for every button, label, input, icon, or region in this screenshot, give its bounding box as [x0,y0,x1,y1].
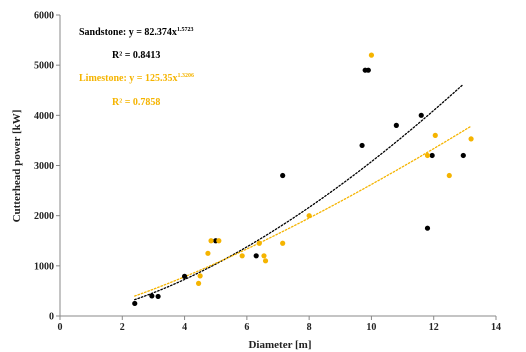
sandstone-point [365,67,371,73]
x-axis-title: Diameter [m] [248,339,311,351]
sandstone-point [418,112,424,118]
sandstone-trendline [134,83,464,301]
sandstone-point [359,142,365,149]
y-tick-label: 6000 [34,11,54,22]
sandstone-point [181,273,188,279]
limestone-point [261,253,267,259]
y-tick-label: 3000 [34,161,54,172]
limestone-trendline [134,125,472,297]
limestone-point [432,132,438,138]
x-tick-label: 4 [182,322,187,333]
sandstone-point [132,300,138,307]
y-tick-label: 2000 [34,211,54,222]
axis-labels: 0 2 4 6 8 10 12 14 0 1000 2000 3000 4000 5000 6000 [34,11,501,334]
axes [56,14,497,320]
x-tick-label: 8 [307,322,312,333]
limestone-point [446,172,452,179]
limestone-point [205,250,211,256]
y-tick-label: 5000 [34,61,54,72]
sandstone-point [280,172,286,179]
limestone-point [306,213,312,219]
limestone-equation: Limestone: y = 125.35x1.3206 [79,73,194,84]
limestone-r2: R² = 0.7858 [112,97,160,108]
limestone-point [280,240,286,246]
x-tick-label: 10 [366,322,376,333]
limestone-point [197,273,203,279]
y-tick-label: 0 [49,312,54,323]
limestone-equation-exponent: 1.3206 [177,73,194,79]
x-tick-label: 6 [244,322,249,333]
sandstone-point [393,122,399,128]
sandstone-point [155,293,161,300]
limestone-point [239,253,245,259]
limestone-point [208,238,214,244]
limestone-point [256,240,262,246]
y-axis-title: Cutterhead power [kW] [11,110,23,223]
sandstone-point [424,225,431,231]
limestone-point [216,238,222,244]
limestone-point [424,152,431,159]
sandstone-point [460,152,466,159]
x-tick-label: 2 [120,322,125,333]
limestone-point [195,280,202,286]
sandstone-equation-main: Sandstone: y = 82.374x [79,27,177,38]
x-tick-label: 12 [429,322,439,333]
trendlines [134,83,472,301]
limestone-point [468,136,474,142]
data-points [132,52,474,307]
y-tick-label: 1000 [34,261,54,272]
sandstone-equation-exponent: 1.5723 [177,27,194,33]
sandstone-equation: Sandstone: y = 82.374x1.5723 [79,27,193,38]
sandstone-point [149,293,155,299]
sandstone-r2: R² = 0.8413 [112,50,160,61]
y-tick-label: 4000 [34,111,54,122]
limestone-equation-main: Limestone: y = 125.35x [79,73,177,84]
x-tick-label: 14 [491,322,501,333]
sandstone-point [429,152,435,159]
x-tick-label: 0 [58,322,63,333]
limestone-point [262,258,269,264]
sandstone-point [253,253,259,259]
limestone-point [368,52,375,58]
